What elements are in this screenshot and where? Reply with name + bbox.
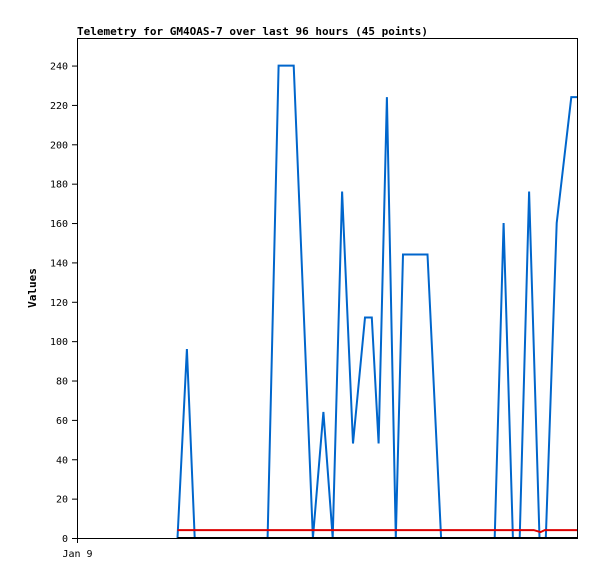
y-tick-label: 160: [50, 219, 68, 230]
x-axis-ticks: Jan 9: [62, 538, 93, 560]
y-tick-label: 240: [50, 62, 68, 73]
y-tick-label: 200: [50, 140, 68, 151]
y-axis-ticks: 0 20 40 60 80 100 120 140 160 180 200 220 240: [50, 62, 77, 545]
series-line-1: [176, 64, 577, 539]
y-tick-label: 20: [56, 495, 68, 506]
series-line-2: [177, 529, 577, 534]
y-tick-label: 40: [56, 455, 68, 466]
y-tick-label: 60: [56, 416, 68, 427]
y-tick-label: 180: [50, 180, 68, 191]
y-tick-label: 100: [50, 337, 68, 348]
y-tick-label: 120: [50, 298, 68, 309]
x-tick-label: Jan 9: [62, 549, 92, 560]
y-tick-label: 140: [50, 258, 68, 269]
chart-title: Telemetry for GM4OAS-7 over last 96 hour…: [77, 25, 428, 38]
y-axis-title: Values: [26, 268, 39, 308]
series-layer: [176, 64, 577, 539]
y-tick-label: 220: [50, 101, 68, 112]
y-tick-label: 80: [56, 377, 68, 388]
y-tick-label: 0: [62, 534, 68, 545]
